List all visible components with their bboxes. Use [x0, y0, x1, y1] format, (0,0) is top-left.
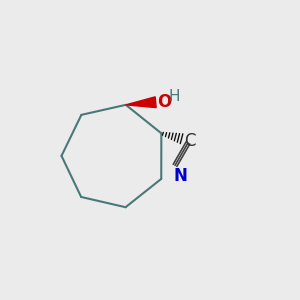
Text: N: N — [174, 167, 188, 184]
Text: O: O — [157, 93, 171, 111]
Text: C: C — [184, 132, 196, 150]
Text: H: H — [168, 89, 180, 104]
Polygon shape — [126, 97, 156, 108]
